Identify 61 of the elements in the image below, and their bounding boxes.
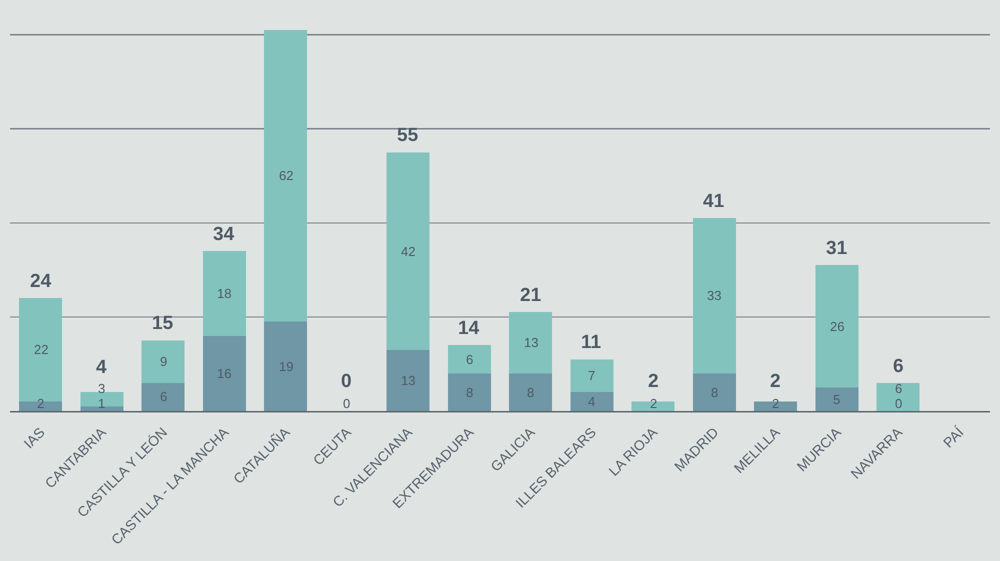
- bar: [142, 340, 185, 383]
- data-label: 0: [895, 396, 902, 411]
- bar: [80, 406, 124, 411]
- data-label: 6: [160, 389, 168, 404]
- data-label: 16: [217, 366, 232, 381]
- data-label: 9: [160, 354, 168, 369]
- bar: [202, 336, 246, 411]
- total-label: 2: [648, 371, 659, 392]
- data-label: 22: [34, 342, 48, 357]
- data-label: 13: [401, 373, 416, 388]
- data-label: 6: [895, 381, 902, 396]
- bar: [386, 152, 430, 350]
- bar: [142, 382, 185, 411]
- bar: [815, 265, 858, 388]
- bar: [509, 373, 552, 411]
- total-label: 0: [343, 396, 350, 411]
- data-label: 2: [37, 396, 44, 411]
- bar: [876, 382, 920, 411]
- total-label: 15: [152, 313, 174, 334]
- total-label: 11: [581, 332, 602, 353]
- bar: [264, 30, 308, 322]
- data-label: 8: [711, 385, 718, 400]
- total-label: 24: [30, 271, 52, 292]
- total-label: 34: [213, 224, 235, 245]
- data-label: 42: [401, 244, 416, 259]
- bar: [80, 392, 124, 406]
- total-label: 6: [893, 356, 904, 377]
- data-label: 8: [527, 385, 534, 400]
- data-label: 13: [524, 335, 538, 350]
- bar: [448, 345, 491, 374]
- bar: [202, 251, 246, 336]
- bar: [692, 373, 736, 411]
- data-label: 18: [217, 286, 232, 301]
- data-label: 33: [707, 288, 722, 303]
- x-tick-label: PAÍ: [940, 424, 967, 451]
- data-label: 0: [341, 371, 352, 392]
- bar: [386, 350, 430, 411]
- data-label: 5: [833, 392, 840, 407]
- total-label: 55: [397, 125, 419, 146]
- total-label: 21: [520, 285, 542, 306]
- bar: [509, 312, 552, 374]
- bar: [692, 218, 736, 374]
- bar: [815, 387, 858, 411]
- data-label: 19: [279, 359, 294, 374]
- total-label: 14: [458, 318, 480, 339]
- total-label: 2: [770, 371, 781, 392]
- bar: [264, 322, 308, 411]
- total-label: 31: [826, 238, 848, 259]
- bar: [448, 373, 491, 411]
- total-label: 4: [96, 357, 107, 378]
- data-label: 7: [588, 368, 596, 383]
- data-label: 6: [466, 352, 474, 367]
- data-label: 8: [466, 385, 474, 400]
- total-label: 41: [703, 191, 725, 212]
- x-tick-label: IAS: [20, 424, 48, 452]
- data-label: 62: [279, 168, 294, 183]
- data-label: 1: [98, 396, 106, 411]
- bar: [570, 392, 614, 411]
- bar: [570, 359, 614, 392]
- data-label: 4: [588, 394, 596, 409]
- data-label: 26: [830, 319, 844, 334]
